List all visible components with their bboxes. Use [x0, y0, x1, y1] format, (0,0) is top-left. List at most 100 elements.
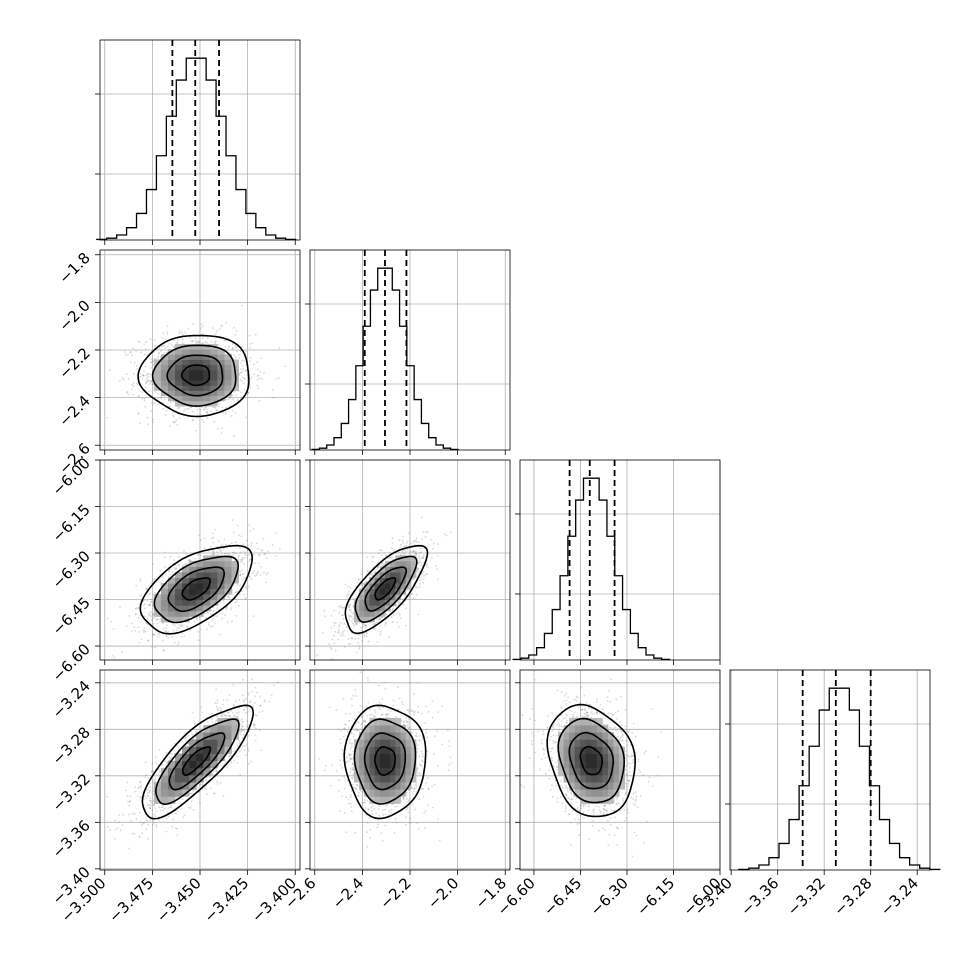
sample-point [219, 706, 222, 709]
sample-point [148, 612, 150, 615]
sample-point [230, 542, 233, 544]
density-cell [374, 594, 381, 601]
sample-point [262, 537, 265, 540]
sample-point [267, 572, 269, 574]
sample-point [400, 543, 403, 546]
sample-point [227, 552, 229, 555]
sample-point [221, 324, 223, 327]
sample-point [355, 622, 358, 625]
density-cell [167, 375, 176, 381]
sample-point [408, 552, 411, 554]
sample-point [341, 606, 344, 609]
density-cell [203, 385, 211, 391]
sample-point [220, 549, 222, 552]
sample-point [208, 621, 210, 624]
sample-point [421, 557, 424, 560]
sample-point [398, 539, 401, 542]
sample-point [213, 550, 216, 553]
sample-point [250, 545, 253, 547]
density-cell [196, 369, 204, 376]
sample-point [266, 557, 268, 560]
sample-point [108, 369, 111, 371]
sample-point [150, 367, 152, 369]
sample-point [214, 341, 216, 343]
sample-point [234, 344, 237, 347]
sample-point [391, 558, 394, 561]
sample-point [145, 374, 148, 377]
sample-point [239, 584, 241, 586]
sample-point [412, 597, 414, 599]
sample-point [167, 345, 169, 348]
sample-point [339, 605, 342, 608]
sample-point [413, 541, 416, 543]
sample-point [418, 557, 421, 560]
sample-point [169, 555, 172, 558]
sample-point [132, 347, 135, 350]
sample-point [151, 620, 154, 622]
sample-point [232, 434, 235, 437]
sample-point [143, 631, 146, 634]
sample-point [272, 397, 275, 399]
sample-point [149, 800, 152, 803]
sample-point [224, 345, 227, 348]
sample-point [144, 382, 147, 385]
sample-point [224, 543, 227, 546]
sample-point [166, 351, 169, 353]
sample-point [241, 561, 244, 563]
sample-point [221, 612, 224, 615]
sample-point [246, 588, 248, 590]
sample-point [149, 604, 151, 607]
sample-point [165, 751, 168, 754]
sample-point [152, 363, 155, 366]
sample-point [164, 347, 167, 350]
density-cell [210, 385, 218, 391]
density-cell [182, 364, 190, 371]
sample-point [143, 399, 146, 402]
sample-point [241, 345, 244, 348]
sample-point [194, 337, 197, 339]
sample-point [363, 623, 366, 626]
sample-point [376, 621, 379, 623]
sample-point [339, 632, 342, 635]
histogram-panel [96, 39, 301, 241]
sample-point [402, 551, 404, 554]
scatter-panel [99, 249, 301, 451]
sample-point [398, 602, 400, 604]
sample-point [177, 339, 179, 341]
density-cell [167, 610, 176, 617]
sample-point [234, 601, 237, 604]
sample-point [191, 339, 194, 342]
density-cell [153, 369, 162, 376]
sample-point [234, 356, 237, 359]
density-cell [217, 390, 225, 397]
sample-point [125, 354, 127, 356]
scatter-panel [99, 669, 301, 871]
density-cell [405, 583, 412, 590]
density-cell [167, 390, 176, 397]
sample-point [172, 415, 175, 418]
sample-point [205, 341, 208, 344]
sample-point [338, 625, 340, 628]
density-cell [182, 385, 190, 391]
sample-point [334, 661, 336, 663]
sample-point [250, 578, 253, 581]
density-cell [175, 349, 183, 355]
sample-point [263, 372, 265, 374]
sample-point [213, 406, 216, 409]
sample-point [348, 614, 350, 617]
sample-point [217, 428, 219, 430]
sample-point [350, 619, 353, 622]
y-tick-label: −2.2 [55, 344, 93, 382]
histogram-steps [311, 267, 459, 451]
sample-point [245, 585, 248, 588]
sample-point [422, 555, 425, 558]
sample-point [416, 567, 418, 570]
y-tick-label: −6.15 [49, 501, 94, 546]
density-cell [203, 577, 211, 584]
sample-point [375, 618, 378, 620]
density-cell [203, 395, 211, 402]
sample-point [197, 340, 200, 343]
sample-point [249, 357, 252, 359]
sample-point [150, 362, 153, 364]
density-cell [395, 594, 401, 601]
